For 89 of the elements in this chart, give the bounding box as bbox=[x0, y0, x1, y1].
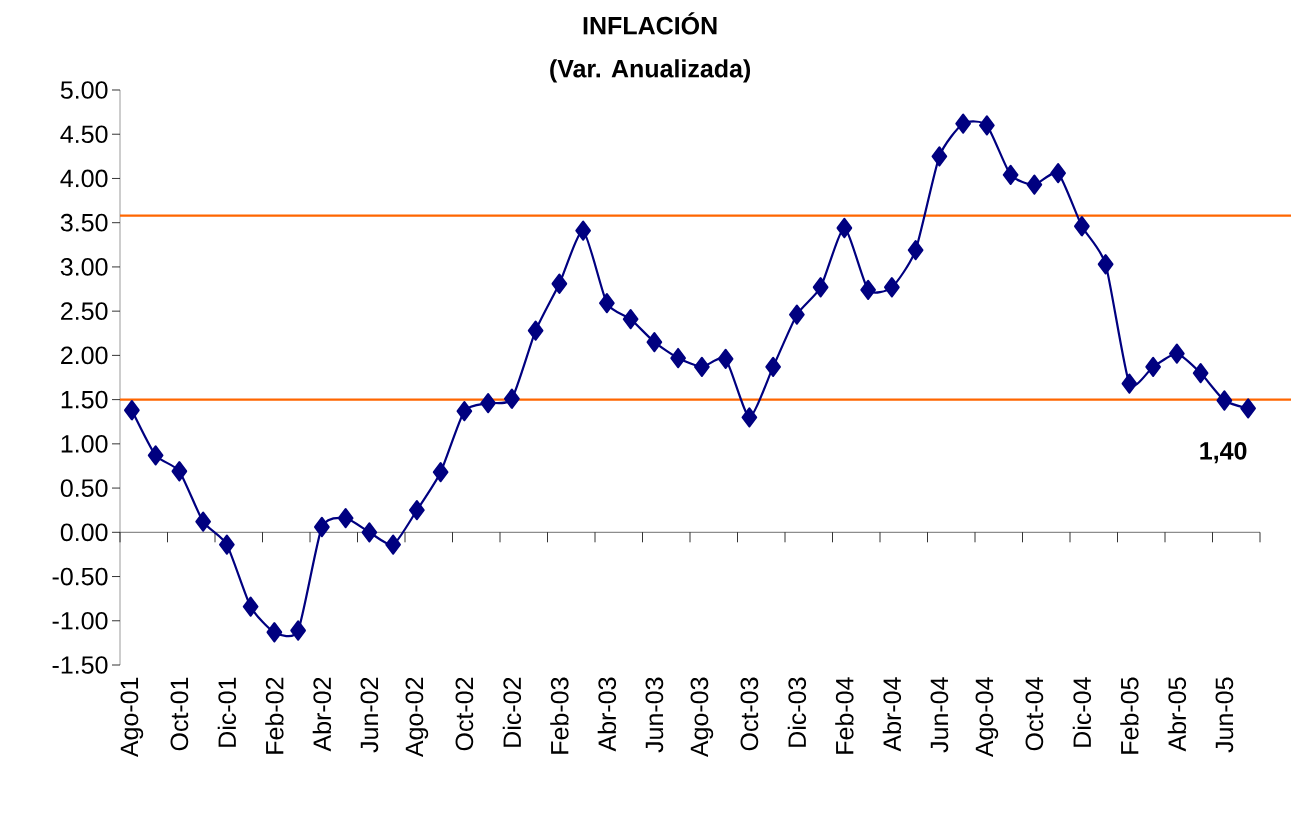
x-tick-label: Jun-03 bbox=[645, 677, 664, 753]
y-tick-label: 3.50 bbox=[60, 213, 108, 232]
point bbox=[171, 461, 188, 482]
x-tick-label: Dic-04 bbox=[1072, 677, 1092, 747]
point bbox=[124, 400, 140, 421]
point bbox=[1121, 373, 1138, 394]
chart-title: INFLACIÓN bbox=[583, 12, 717, 35]
x-tick-label: Oct-01 bbox=[170, 677, 189, 751]
y-tick-label: 0.50 bbox=[60, 479, 108, 497]
point bbox=[409, 500, 425, 521]
y-tick-label: 1.50 bbox=[61, 390, 108, 409]
x-tick-label: Abr-04 bbox=[882, 677, 902, 752]
y-tick-label: 5.00 bbox=[60, 81, 108, 99]
point bbox=[1074, 216, 1090, 237]
point bbox=[907, 240, 924, 261]
point bbox=[314, 516, 330, 538]
x-tick-label: Dic-03 bbox=[787, 677, 807, 747]
point bbox=[456, 401, 473, 422]
x-tick-label: Abr-03 bbox=[597, 677, 617, 752]
y-tick-label: 4.50 bbox=[60, 125, 108, 144]
point bbox=[979, 115, 995, 136]
y-tick-label: -0.50 bbox=[52, 567, 108, 586]
x-tick-label: Ago-01 bbox=[120, 677, 144, 758]
point bbox=[1240, 398, 1256, 419]
point bbox=[836, 217, 853, 239]
point bbox=[812, 277, 829, 298]
point bbox=[789, 304, 805, 325]
x-tick-label: Feb-02 bbox=[265, 677, 284, 754]
point bbox=[242, 596, 259, 617]
x-tick-label: Jun-04 bbox=[930, 677, 949, 753]
point bbox=[551, 273, 568, 294]
y-tick-label: -1.50 bbox=[52, 656, 108, 674]
point bbox=[1192, 362, 1209, 384]
x-tick-label: Ago-03 bbox=[690, 677, 714, 758]
x-tick-label: Dic-01 bbox=[217, 677, 237, 747]
x-tick-label: Jun-02 bbox=[360, 677, 379, 753]
y-tick-label: 3.00 bbox=[60, 258, 108, 276]
x-tick-label: Abr-02 bbox=[312, 677, 332, 752]
y-tick-label: 4.00 bbox=[60, 169, 108, 188]
point bbox=[147, 445, 164, 466]
y-tick-label: -1.00 bbox=[52, 611, 108, 630]
point bbox=[622, 309, 639, 330]
point bbox=[575, 220, 591, 241]
point bbox=[527, 320, 544, 341]
point bbox=[1216, 390, 1233, 411]
point bbox=[765, 356, 781, 377]
x-tick-label: Feb-04 bbox=[835, 677, 854, 754]
point bbox=[931, 146, 948, 167]
point bbox=[1169, 343, 1185, 364]
y-tick-label: 2.50 bbox=[61, 302, 108, 321]
x-tick-label: Oct-02 bbox=[455, 677, 474, 751]
x-tick-label: Ago-02 bbox=[405, 677, 429, 758]
x-tick-label: Abr-05 bbox=[1167, 677, 1187, 752]
x-tick-label: Feb-05 bbox=[1120, 677, 1139, 754]
point bbox=[1097, 254, 1114, 275]
point bbox=[884, 277, 900, 298]
point bbox=[717, 348, 734, 370]
point bbox=[480, 393, 496, 414]
x-tick-label: Jun-05 bbox=[1215, 677, 1234, 753]
point bbox=[955, 113, 971, 134]
point bbox=[219, 534, 235, 555]
point bbox=[860, 279, 876, 301]
x-tick-label: Feb-03 bbox=[550, 677, 569, 754]
x-tick-label: Dic-02 bbox=[502, 677, 522, 747]
point bbox=[290, 620, 306, 641]
y-tick-label: 1.00 bbox=[61, 435, 108, 453]
point bbox=[694, 356, 710, 377]
point bbox=[504, 388, 520, 409]
point bbox=[385, 534, 401, 555]
y-tick-label: 0.00 bbox=[60, 523, 108, 542]
point bbox=[741, 407, 758, 428]
x-tick-label: Oct-03 bbox=[740, 677, 759, 751]
point bbox=[1002, 164, 1019, 186]
annotation: 1,40 bbox=[1200, 441, 1247, 464]
x-tick-label: Oct-04 bbox=[1025, 677, 1044, 751]
point bbox=[1050, 163, 1066, 184]
point bbox=[337, 508, 354, 529]
point bbox=[1026, 174, 1043, 195]
y-tick-label: 2.00 bbox=[61, 346, 108, 365]
point bbox=[432, 462, 449, 483]
chart-subtitle: (Var. Anualizada) bbox=[550, 59, 751, 83]
point bbox=[361, 522, 378, 543]
point bbox=[266, 622, 283, 643]
point bbox=[599, 293, 615, 314]
point bbox=[1145, 356, 1161, 377]
x-tick-label: Ago-04 bbox=[975, 677, 999, 758]
point bbox=[670, 347, 686, 369]
point bbox=[646, 332, 663, 353]
point bbox=[195, 511, 211, 532]
